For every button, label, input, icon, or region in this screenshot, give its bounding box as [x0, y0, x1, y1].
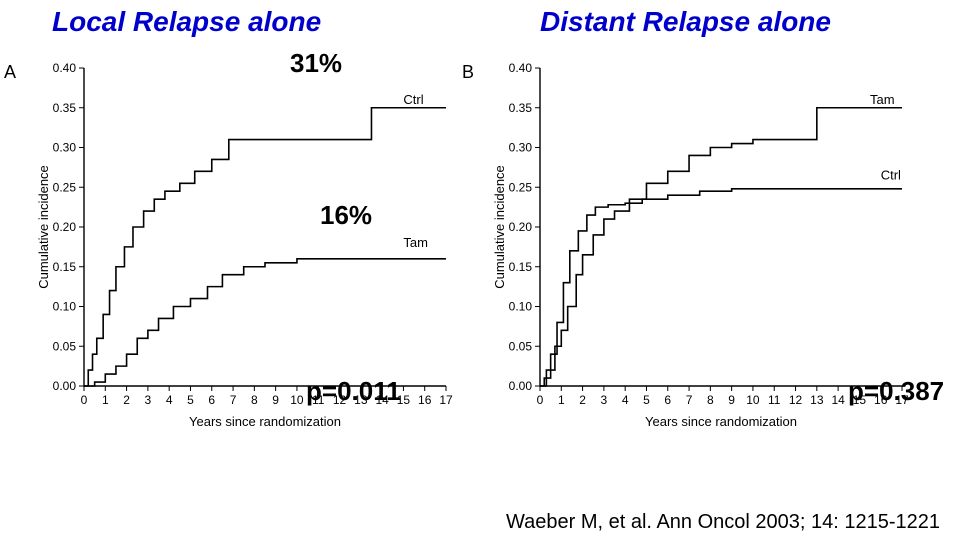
svg-text:4: 4 — [166, 393, 173, 407]
svg-text:0: 0 — [81, 393, 88, 407]
title-right: Distant Relapse alone — [540, 6, 831, 38]
panel-label-b: B — [462, 62, 474, 83]
svg-text:Tam: Tam — [403, 235, 428, 250]
panel-label-a: A — [4, 62, 16, 83]
svg-text:14: 14 — [831, 393, 845, 407]
svg-text:13: 13 — [354, 393, 368, 407]
svg-text:0.05: 0.05 — [53, 339, 77, 353]
svg-text:0.15: 0.15 — [53, 260, 77, 274]
svg-text:11: 11 — [768, 393, 781, 407]
svg-text:0.10: 0.10 — [509, 300, 533, 314]
svg-text:0.30: 0.30 — [53, 141, 77, 155]
svg-text:0.25: 0.25 — [53, 180, 77, 194]
svg-text:0.05: 0.05 — [509, 339, 533, 353]
svg-text:12: 12 — [789, 393, 803, 407]
svg-text:3: 3 — [601, 393, 608, 407]
svg-text:Cumulative incidence: Cumulative incidence — [36, 165, 51, 289]
svg-text:0.15: 0.15 — [509, 260, 533, 274]
svg-text:4: 4 — [622, 393, 629, 407]
svg-text:1: 1 — [558, 393, 565, 407]
svg-text:10: 10 — [746, 393, 760, 407]
svg-text:17: 17 — [895, 393, 909, 407]
svg-text:Ctrl: Ctrl — [403, 92, 423, 107]
svg-text:9: 9 — [728, 393, 735, 407]
svg-text:8: 8 — [707, 393, 714, 407]
figure-container: { "titles": { "left": "Local Relapse alo… — [0, 0, 960, 542]
svg-text:0.10: 0.10 — [53, 300, 77, 314]
chart-distant-relapse: 0.000.050.100.150.200.250.300.350.400123… — [492, 52, 912, 442]
svg-text:11: 11 — [312, 393, 325, 407]
svg-text:9: 9 — [272, 393, 279, 407]
svg-text:8: 8 — [251, 393, 258, 407]
svg-text:0.20: 0.20 — [509, 220, 533, 234]
svg-text:7: 7 — [230, 393, 237, 407]
svg-text:0.30: 0.30 — [509, 141, 533, 155]
svg-text:15: 15 — [853, 393, 867, 407]
svg-text:16: 16 — [418, 393, 432, 407]
svg-text:13: 13 — [810, 393, 824, 407]
svg-text:5: 5 — [187, 393, 194, 407]
citation: Waeber M, et al. Ann Oncol 2003; 14: 121… — [506, 511, 940, 534]
svg-text:Years since randomization: Years since randomization — [189, 414, 341, 429]
svg-text:Cumulative incidence: Cumulative incidence — [492, 165, 507, 289]
svg-text:0.35: 0.35 — [509, 101, 533, 115]
svg-text:Tam: Tam — [870, 92, 895, 107]
svg-text:0: 0 — [537, 393, 544, 407]
svg-text:15: 15 — [397, 393, 411, 407]
svg-text:0.40: 0.40 — [509, 61, 533, 75]
svg-text:16: 16 — [874, 393, 888, 407]
svg-text:2: 2 — [579, 393, 586, 407]
svg-text:17: 17 — [439, 393, 453, 407]
svg-text:0.35: 0.35 — [53, 101, 77, 115]
svg-text:0.20: 0.20 — [53, 220, 77, 234]
svg-text:6: 6 — [664, 393, 671, 407]
svg-text:3: 3 — [145, 393, 152, 407]
svg-text:0.00: 0.00 — [53, 379, 77, 393]
title-left: Local Relapse alone — [52, 6, 321, 38]
svg-text:Ctrl: Ctrl — [881, 167, 901, 182]
svg-text:5: 5 — [643, 393, 650, 407]
svg-text:12: 12 — [333, 393, 347, 407]
svg-text:Years since randomization: Years since randomization — [645, 414, 797, 429]
svg-text:2: 2 — [123, 393, 130, 407]
svg-text:0.25: 0.25 — [509, 180, 533, 194]
svg-text:0.40: 0.40 — [53, 61, 77, 75]
svg-text:10: 10 — [290, 393, 304, 407]
svg-text:7: 7 — [686, 393, 693, 407]
svg-text:1: 1 — [102, 393, 109, 407]
svg-text:14: 14 — [375, 393, 389, 407]
svg-text:6: 6 — [208, 393, 215, 407]
chart-local-relapse: 0.000.050.100.150.200.250.300.350.400123… — [36, 52, 456, 442]
svg-text:0.00: 0.00 — [509, 379, 533, 393]
